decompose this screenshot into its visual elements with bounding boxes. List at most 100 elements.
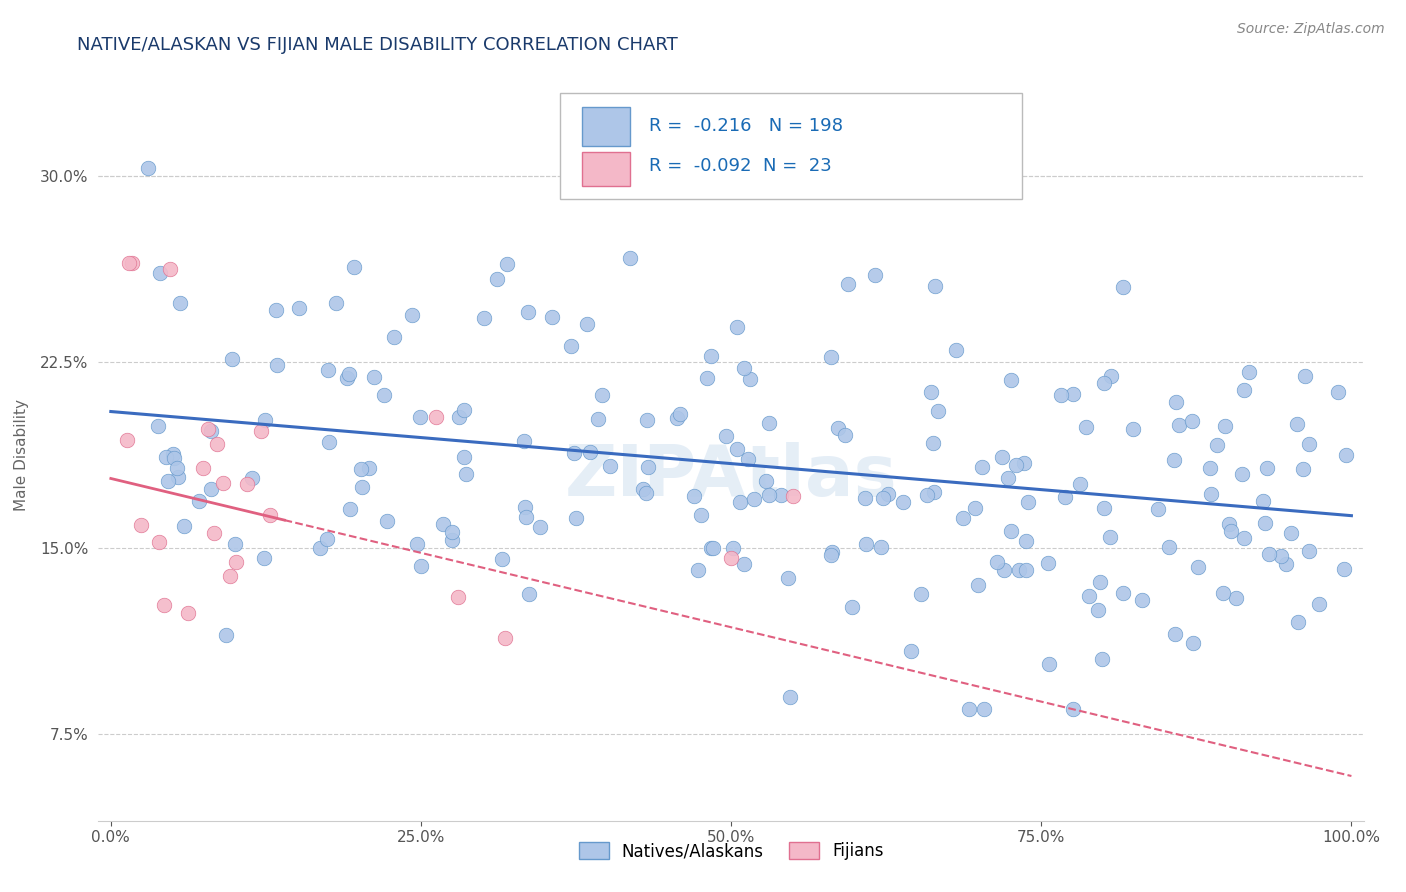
Point <box>1014 456 1036 470</box>
Point <box>1286 615 1309 629</box>
Point <box>373 388 395 402</box>
Point <box>1088 574 1111 589</box>
Point <box>350 462 373 476</box>
Point <box>1298 436 1320 450</box>
Point <box>188 494 211 508</box>
Point <box>619 251 641 265</box>
FancyBboxPatch shape <box>582 107 630 145</box>
Point <box>1233 383 1256 397</box>
Point <box>225 555 247 569</box>
Point <box>1233 531 1256 545</box>
Point <box>235 477 257 491</box>
Point <box>853 491 876 505</box>
Point <box>957 702 980 716</box>
Point <box>169 296 191 310</box>
Point <box>758 416 780 430</box>
Point <box>599 459 621 474</box>
Point <box>1038 657 1060 672</box>
Point <box>495 631 517 645</box>
Point <box>770 488 793 502</box>
Point <box>316 363 339 377</box>
Point <box>177 606 200 620</box>
Point <box>163 450 186 465</box>
Point <box>1015 563 1038 577</box>
Point <box>702 541 724 555</box>
Point <box>575 318 598 332</box>
Point <box>870 540 893 554</box>
Point <box>191 461 214 475</box>
Point <box>560 339 582 353</box>
Point <box>264 302 287 317</box>
Point <box>991 450 1014 465</box>
Point <box>562 446 585 460</box>
Point <box>1004 458 1026 472</box>
Point <box>1092 376 1115 391</box>
Point <box>155 450 177 465</box>
Point <box>254 413 277 427</box>
Point <box>1212 585 1234 599</box>
Point <box>1000 373 1022 387</box>
Point <box>1181 414 1204 428</box>
Point <box>401 308 423 322</box>
Point <box>162 447 184 461</box>
Point <box>173 519 195 533</box>
Point <box>841 599 863 614</box>
Point <box>449 410 471 425</box>
Point <box>1181 636 1204 650</box>
Point <box>1111 280 1133 294</box>
Point <box>375 514 398 528</box>
Point <box>637 460 659 475</box>
Point <box>586 411 609 425</box>
Point <box>156 475 179 489</box>
FancyBboxPatch shape <box>560 93 1022 199</box>
Text: ZIPAtlas: ZIPAtlas <box>565 442 897 511</box>
Point <box>432 516 454 531</box>
Point <box>565 511 588 525</box>
Point <box>924 278 946 293</box>
Point <box>513 434 536 448</box>
Point <box>720 551 742 566</box>
Point <box>1050 388 1073 402</box>
Point <box>827 421 849 435</box>
Point <box>945 343 967 357</box>
Point <box>922 484 945 499</box>
Point <box>721 541 744 556</box>
Point <box>725 442 748 456</box>
Point <box>517 587 540 601</box>
Point <box>1008 563 1031 577</box>
Point <box>472 311 495 326</box>
Point <box>1327 384 1350 399</box>
Point <box>1000 524 1022 539</box>
Point <box>1258 547 1281 561</box>
Point <box>382 330 405 344</box>
Point <box>516 305 538 319</box>
Point <box>837 277 859 291</box>
Point <box>737 451 759 466</box>
Point <box>1167 418 1189 433</box>
Point <box>339 502 361 516</box>
Point <box>205 437 228 451</box>
Text: R =  -0.092  N =  23: R = -0.092 N = 23 <box>648 157 831 175</box>
Point <box>1015 533 1038 548</box>
Point <box>820 549 842 563</box>
Point <box>725 319 748 334</box>
Point <box>1163 453 1185 467</box>
Point <box>121 256 143 270</box>
Point <box>915 488 938 502</box>
Point <box>776 571 799 585</box>
Point <box>669 407 692 421</box>
Point <box>325 296 347 310</box>
Point <box>211 476 233 491</box>
Point <box>738 372 761 386</box>
Point <box>339 367 361 381</box>
Point <box>700 541 723 556</box>
Point <box>1166 395 1188 409</box>
Point <box>218 569 240 583</box>
Text: Source: ZipAtlas.com: Source: ZipAtlas.com <box>1237 22 1385 37</box>
Point <box>166 461 188 475</box>
Point <box>259 508 281 523</box>
Point <box>922 436 945 450</box>
FancyBboxPatch shape <box>582 153 630 186</box>
Point <box>920 384 942 399</box>
Point <box>159 262 181 277</box>
